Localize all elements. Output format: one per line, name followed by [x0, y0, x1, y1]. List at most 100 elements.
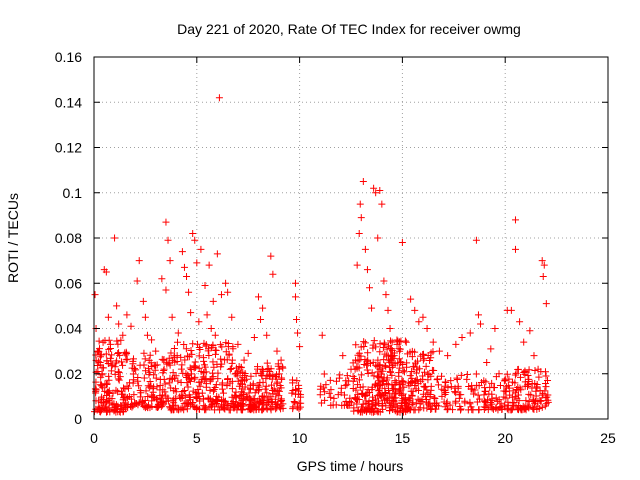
data-point: [105, 372, 113, 380]
data-point: [220, 404, 228, 412]
data-point: [263, 405, 271, 413]
data-point: [291, 293, 299, 301]
data-point: [139, 297, 147, 305]
grid-lines: [94, 57, 608, 419]
data-point: [447, 377, 455, 385]
data-point: [408, 353, 416, 361]
data-point: [422, 362, 430, 370]
data-point: [140, 374, 148, 382]
data-point: [293, 377, 301, 385]
data-point: [191, 373, 199, 381]
data-point: [127, 322, 135, 330]
data-point: [492, 394, 500, 402]
data-point: [426, 400, 434, 408]
data-point: [105, 405, 113, 413]
data-point: [91, 385, 99, 393]
data-point: [163, 358, 171, 366]
data-point: [539, 390, 547, 398]
data-point: [359, 177, 367, 185]
data-point: [357, 214, 365, 222]
data-point: [374, 234, 382, 242]
data-point: [114, 349, 122, 357]
data-point: [211, 406, 219, 414]
data-point: [373, 407, 381, 415]
data-point: [388, 392, 396, 400]
data-point: [457, 371, 465, 379]
data-point: [504, 401, 512, 409]
data-point: [468, 382, 476, 390]
data-point: [105, 336, 113, 344]
data-point: [351, 365, 359, 373]
data-point: [516, 373, 524, 381]
data-point: [279, 364, 287, 372]
data-point: [416, 397, 424, 405]
data-point: [366, 284, 374, 292]
data-point: [360, 342, 368, 350]
data-point: [183, 405, 191, 413]
data-point: [258, 371, 266, 379]
data-point: [200, 368, 208, 376]
data-point: [382, 362, 390, 370]
data-point: [288, 389, 296, 397]
data-point: [502, 394, 510, 402]
data-point: [379, 392, 387, 400]
data-point: [95, 348, 103, 356]
data-point: [472, 236, 480, 244]
data-point: [364, 386, 372, 394]
data-point: [289, 405, 297, 413]
data-point: [135, 257, 143, 265]
data-point: [374, 356, 382, 364]
data-point: [513, 395, 521, 403]
data-point: [108, 401, 116, 409]
data-point: [273, 380, 281, 388]
data-point: [540, 261, 548, 269]
data-point: [177, 391, 185, 399]
data-point: [399, 367, 407, 375]
data-point: [113, 302, 121, 310]
data-point: [237, 376, 245, 384]
data-point: [461, 399, 469, 407]
data-point: [169, 369, 177, 377]
data-point: [355, 376, 363, 384]
data-point: [130, 391, 138, 399]
data-point: [380, 356, 388, 364]
data-point: [141, 313, 149, 321]
data-point: [343, 372, 351, 380]
data-point: [463, 375, 471, 383]
data-point: [129, 357, 137, 365]
data-point: [123, 382, 131, 390]
data-point: [360, 360, 368, 368]
data-point: [222, 279, 230, 287]
data-point: [166, 361, 174, 369]
data-point: [141, 355, 149, 363]
data-point: [177, 365, 185, 373]
data-point: [254, 293, 262, 301]
data-point: [452, 340, 460, 348]
data-point: [423, 404, 431, 412]
data-point: [369, 341, 377, 349]
data-point: [379, 367, 387, 375]
data-point: [91, 291, 99, 299]
data-point: [209, 358, 217, 366]
data-point: [272, 399, 280, 407]
data-point: [165, 354, 173, 362]
data-point: [224, 375, 232, 383]
data-point: [381, 350, 389, 358]
data-point: [541, 380, 549, 388]
data-point: [177, 378, 185, 386]
data-point: [352, 386, 360, 394]
data-point: [476, 395, 484, 403]
data-point: [427, 372, 435, 380]
data-point: [539, 272, 547, 280]
data-point: [221, 397, 229, 405]
data-point: [188, 350, 196, 358]
data-point: [122, 356, 130, 364]
data-point: [425, 371, 433, 379]
data-point: [393, 403, 401, 411]
data-point: [364, 369, 372, 377]
data-point: [297, 391, 305, 399]
data-point: [501, 376, 509, 384]
data-point: [495, 396, 503, 404]
data-point: [447, 383, 455, 391]
data-point: [291, 399, 299, 407]
